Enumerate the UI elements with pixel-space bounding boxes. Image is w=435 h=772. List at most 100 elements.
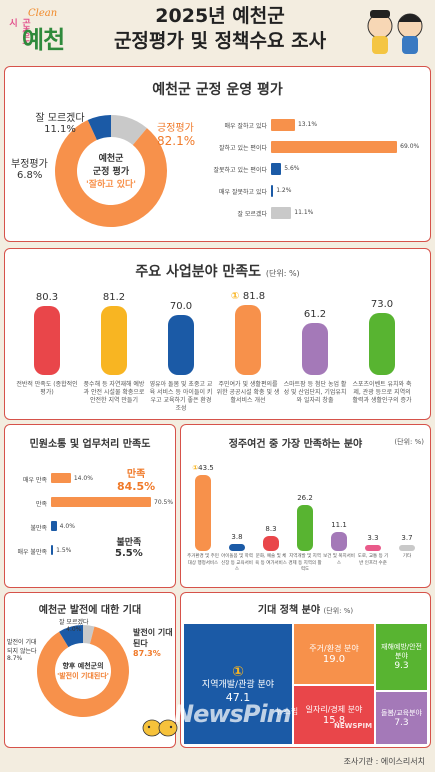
bar-value-text: 81.2: [102, 291, 126, 303]
bar-value-label: 61.2: [285, 309, 345, 320]
slice-not-expect: [59, 625, 83, 648]
bar-value-text: 3.8: [231, 533, 243, 542]
section-unit: (단위: %): [323, 607, 354, 615]
slice-dontknow: [111, 115, 147, 145]
treemap-cell: ① 지역개발/관광 분야 47.1: [183, 623, 293, 745]
treemap-policy: ① 지역개발/관광 분야 47.1 주거/환경 분야 19.0 일자리/경제 분야 15.8…: [183, 623, 428, 745]
rank-badge-icon: ①: [192, 464, 199, 472]
bar-category-label: 도로, 교통 등 기반 인프라 수준: [357, 554, 389, 566]
label-dontknow-name: 잘 모르겠다: [35, 113, 85, 124]
bar-category-label: 매우 불만족: [17, 549, 47, 556]
label-dontknow-value: 11.1%: [44, 124, 76, 135]
treemap-cell-value: 15.8: [322, 714, 346, 726]
bar: [235, 305, 261, 375]
bar-value-label: 1.2%: [276, 187, 292, 194]
brand-logo: 곤충도시 Clean 예천: [6, 6, 84, 54]
treemap-cell-value: 47.1: [225, 691, 251, 704]
bar-value-label: 70.5%: [154, 499, 174, 506]
donut-center-line1: 예천군: [98, 154, 124, 164]
bar-chart-business: 80.3 전반적 만족도 (종합적인 평가) 81.2 풍수해 등 자연재해 예방과 …: [5, 287, 432, 421]
bar-category-label: 영유아 돌봄 및 초중고 교육 서비스 등 아이들이 키우고 교육하기 좋은 환…: [149, 381, 213, 412]
slice-dontknow: [83, 625, 95, 644]
bar-value-label: 5.6%: [284, 165, 300, 172]
donut-center-line2: 군정 평가: [92, 167, 130, 177]
bar-value-label: 14.0%: [73, 475, 93, 482]
logo-top-text: 곤충도시: [7, 18, 30, 45]
bar-value-label: ① 81.8: [218, 291, 278, 302]
bar: [271, 207, 292, 219]
treemap-cell-value: 9.3: [394, 661, 409, 671]
label-positive-value: 82.1%: [157, 134, 196, 148]
bar-category-label: 아이돌봄 및 학력 신장 등 교육서비스: [221, 554, 253, 572]
bar-category-label: 보건 및 복지서비스: [323, 554, 355, 566]
bar: [331, 531, 347, 551]
treemap-cell-label: 재해예방/안전분야: [381, 643, 422, 660]
bar: [297, 505, 313, 551]
bar: [51, 497, 151, 507]
bar-value-label: 81.2: [84, 292, 144, 303]
treemap-cell: 일자리/경제 분야 15.8: [293, 685, 375, 745]
panel-expected-policy: 기대 정책 분야 (단위: %) ① 지역개발/관광 분야 47.1 주거/환경 분야…: [180, 592, 431, 748]
donut-center-line1: 향후 예천군의: [62, 662, 104, 670]
label-dontknow: 잘 모르겠다 11.1%: [25, 109, 95, 135]
section-title: 예천군 군정 운영 평가: [152, 82, 283, 98]
bar: [399, 544, 415, 551]
bar-category-label: 불만족: [30, 525, 47, 532]
bar-value-text: 3.3: [367, 534, 379, 543]
bar: [101, 305, 127, 375]
bar: [229, 544, 245, 551]
bar-value-label: 80.3: [17, 292, 77, 303]
bar-value-text: 61.2: [303, 308, 327, 320]
slice-positive: [54, 120, 167, 227]
panel-civil-service-satisfaction: 민원소통 및 업무처리 만족도 매우 만족 14.0% 만족 70.5% 불만족 4.0%…: [4, 424, 176, 588]
treemap-cell: 주거/환경 분야 19.0: [293, 623, 375, 685]
bar: [302, 322, 328, 375]
bar-category-label: 스포츠이벤트 유치와 축제, 관광 등으로 지역의 활력과 생활인구의 증가: [352, 381, 412, 404]
section-title: 예천군 발전에 대한 기대: [38, 605, 142, 616]
bar: [271, 163, 282, 175]
panel-governance-evaluation: 예천군 군정 운영 평가 예천군 군정 평가 '잘하고 있다' 긍정평가 82.…: [4, 66, 431, 242]
bar-value-label: ①43.5: [183, 464, 223, 472]
bar-category-label: 잘하고 있는 편이다: [219, 145, 267, 152]
bar-value-label: 11.1: [319, 521, 359, 529]
donut-chart-evaluation: [54, 115, 167, 227]
label-expect-name: 발전이 기대된다: [133, 628, 173, 648]
slice-expect: [36, 626, 129, 717]
treemap-cell-value: 7.3: [394, 717, 409, 728]
bar-value-text: 73.0: [370, 298, 394, 310]
section-unit: (단위: %): [394, 438, 424, 446]
bar: [51, 521, 57, 531]
treemap-cell-value: 19.0: [322, 653, 346, 665]
bar-value-label: 69.0%: [400, 143, 420, 150]
bar-category-label: 주거환경 및 주민 대상 행정서비스: [187, 554, 219, 566]
label-negative: 부정평가 6.8%: [11, 155, 48, 181]
bar-value-label: 3.3: [353, 534, 393, 542]
label-dontknow-name: 잘 모르겠다: [59, 619, 89, 626]
bar-value-label: 26.2: [285, 494, 325, 502]
horizontal-bar-chart-evaluation: 매우 잘하고 있다 13.1% 잘하고 있는 편이다 69.0% 잘못하고 있는 편이다…: [203, 119, 428, 239]
bar-category-label: 만족: [35, 501, 47, 508]
panel-development-expectation: 예천군 발전에 대한 기대 향후 예천군의 '발전이 기대된다' 발전이 기대된…: [4, 592, 176, 748]
bar: [271, 119, 295, 131]
bar-category-label: 문화, 예술 및 체육 등 여가서비스: [255, 554, 287, 566]
label-positive: 긍정평가 82.1%: [157, 119, 195, 148]
callout-dissatisfied-value: 5.5%: [115, 548, 143, 559]
bar-category-label: 스마트팜 등 첨단 농업 활성 및 산업단지, 기업유치와 일자리 창출: [283, 381, 347, 404]
source-label: 조사기관 : 에이스리서치: [343, 757, 425, 766]
page-title-line1: 2025년 예천군: [155, 5, 285, 27]
bar-category-label: 매우 잘못하고 있다: [219, 189, 267, 196]
horizontal-bar-chart-civil: 매우 만족 14.0% 만족 70.5% 불만족 4.0% 매우 불만족 1.5%: [5, 473, 177, 583]
section-title: 주요 사업분야 만족도 (단위: %): [5, 261, 430, 281]
bar: [51, 545, 54, 555]
bar-value-text: 8.3: [265, 525, 277, 534]
bar-chart-living: ①43.5 주거환경 및 주민 대상 행정서비스 3.8 아이돌봄 및 학력 신장 등…: [181, 459, 432, 589]
label-negative-value: 6.8%: [17, 170, 43, 181]
section-title-text: 정주여건 중 가장 만족하는 분야: [228, 439, 363, 450]
section-unit: (단위: %): [265, 269, 300, 278]
treemap-cell-label: 지역개발/관광 분야: [201, 680, 275, 690]
label-not-expect-name: 발전이 기대되지 않는다: [7, 639, 37, 655]
bar-category-label: 지역개발 및 지역경제 등 지역의 활력도: [288, 554, 322, 572]
bar-category-label: 매우 잘하고 있다: [224, 123, 267, 130]
rank-badge-icon: ①: [230, 291, 243, 303]
bar-value-label: 8.3: [251, 525, 291, 533]
